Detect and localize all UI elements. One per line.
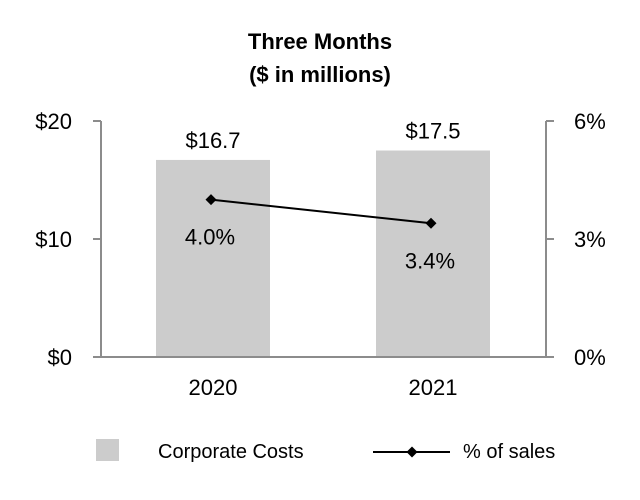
bar-label-2021: $17.5 [405,119,460,144]
right-tick-label: 3% [574,227,606,252]
right-tick-label: 0% [574,345,606,370]
chart-subtitle: ($ in millions) [249,62,391,87]
percent-marker-2020 [205,194,217,206]
x-tick-label: 2021 [409,375,458,400]
percent-line [210,198,432,225]
x-tick-label: 2020 [189,375,238,400]
bar-2020 [156,159,270,357]
legend-label-line: % of sales [463,441,555,463]
left-tick-label: $20 [35,109,72,134]
percent-label-2020: 4.0% [185,225,235,250]
percent-marker-2021 [425,217,437,229]
left-tick-label: $0 [48,345,72,370]
left-tick-label: $10 [35,227,72,252]
legend-swatch-bars [96,439,119,461]
right-tick-label: 6% [574,109,606,134]
bar-label-2020: $16.7 [185,128,240,153]
chart-title: Three Months [247,29,393,54]
bar-2021 [376,150,490,357]
percent-label-2021: 3.4% [405,248,455,273]
legend-label-bars: Corporate Costs [158,441,304,463]
legend-marker-line [406,446,418,458]
